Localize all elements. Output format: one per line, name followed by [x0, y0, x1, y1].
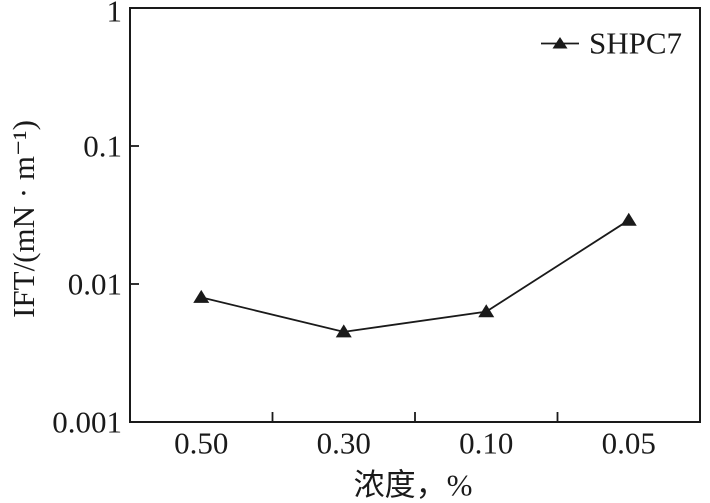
- y-tick-label: 1: [107, 0, 123, 29]
- data-point-marker: [478, 304, 495, 318]
- x-tick-label: 0.30: [317, 426, 371, 461]
- series-line: [201, 219, 630, 333]
- data-point-marker: [620, 212, 637, 226]
- legend-triangle-marker-icon: [541, 36, 579, 48]
- x-tick-label: 0.05: [602, 426, 656, 461]
- x-tick-label: 0.10: [459, 426, 513, 461]
- legend-series-label: SHPC7: [589, 25, 683, 61]
- x-axis-title: 浓度，%: [353, 467, 473, 503]
- data-point-marker: [335, 324, 352, 338]
- legend: SHPC7: [541, 28, 682, 59]
- x-tick-label: 0.50: [174, 426, 228, 461]
- data-point-marker: [193, 289, 210, 303]
- y-tick-label: 0.001: [52, 405, 122, 440]
- y-tick-label: 0.1: [83, 129, 122, 164]
- y-tick-label: 0.01: [68, 267, 122, 302]
- y-axis-title: IFT/(mN · m⁻¹): [6, 120, 41, 318]
- axes-frame: [129, 7, 701, 423]
